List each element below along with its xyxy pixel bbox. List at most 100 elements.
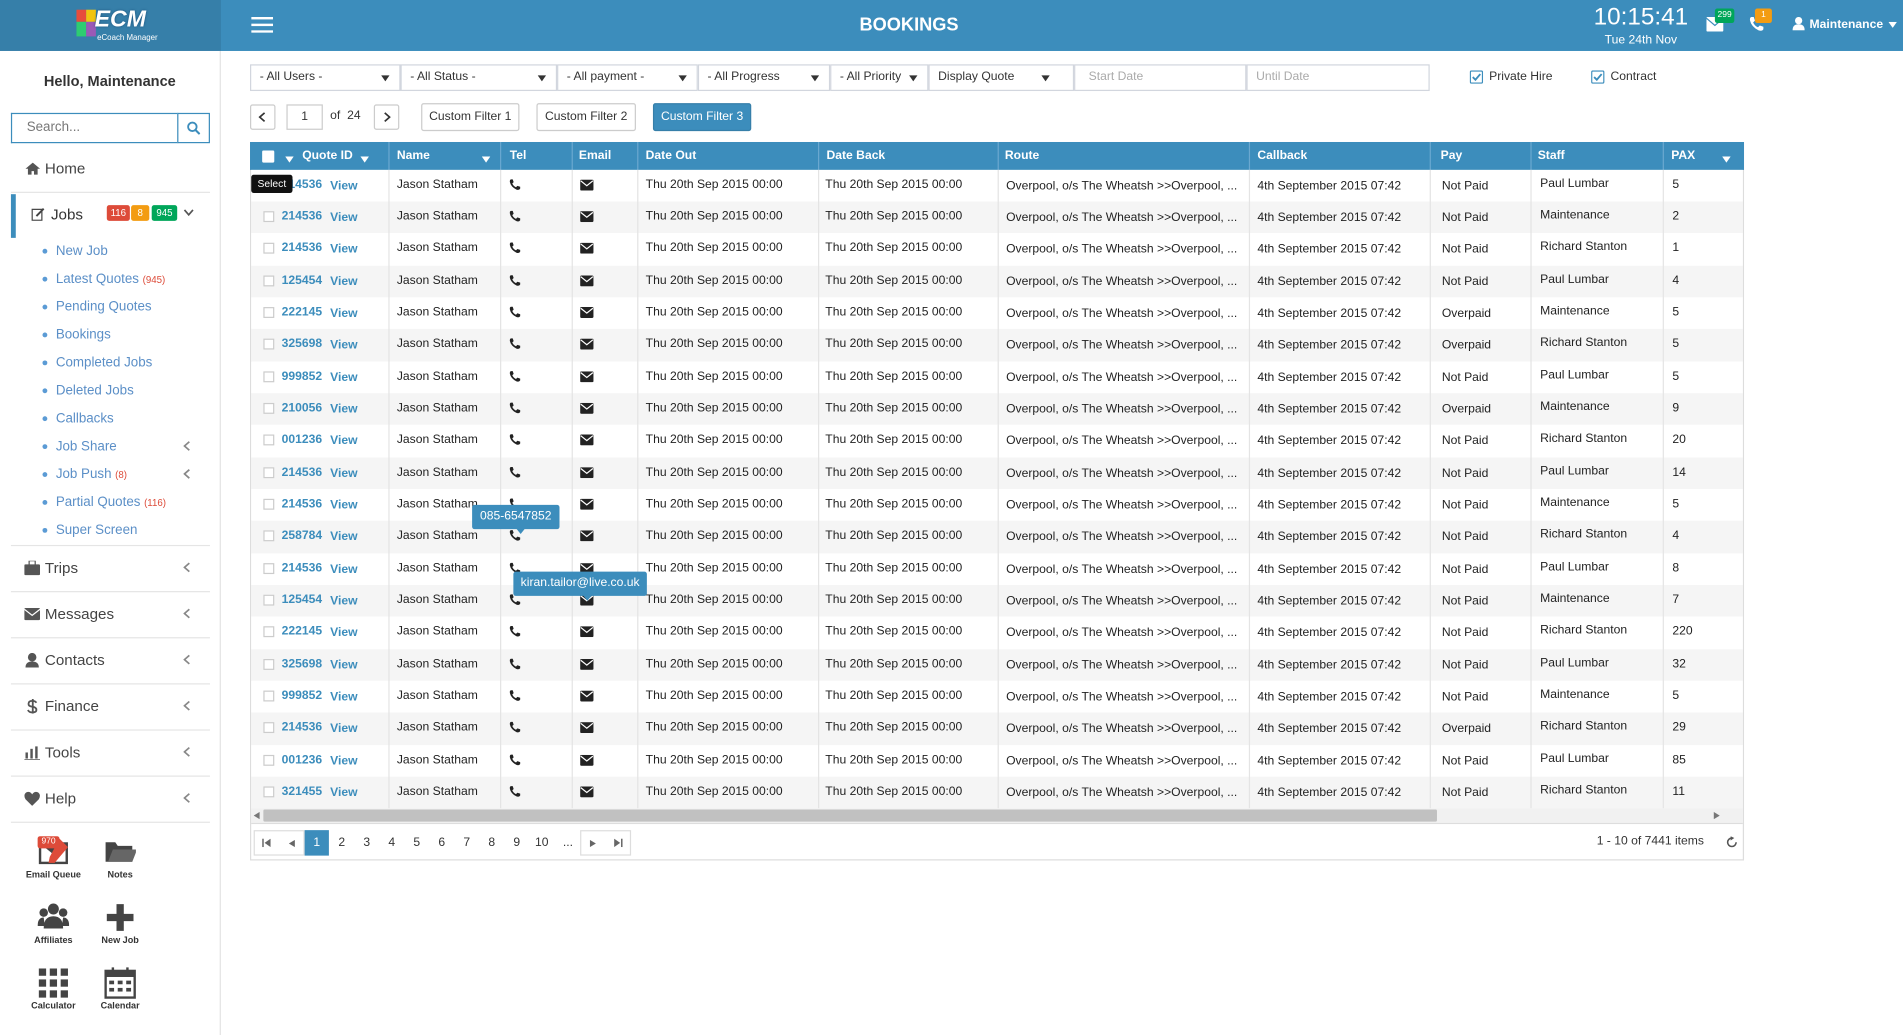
phone-icon[interactable] xyxy=(509,306,521,318)
quote-id[interactable]: 001236 xyxy=(281,433,323,447)
view-link[interactable]: View xyxy=(330,242,358,257)
job-link[interactable]: Deleted Jobs xyxy=(56,381,202,400)
quote-id[interactable]: 321455 xyxy=(281,785,323,799)
view-link[interactable]: View xyxy=(330,722,358,737)
job-link[interactable]: Latest Quotes (945) xyxy=(56,269,202,288)
email-icon[interactable] xyxy=(580,179,594,190)
row-checkbox[interactable] xyxy=(263,562,275,574)
shortcut-label[interactable]: Notes xyxy=(107,868,133,880)
view-link[interactable]: View xyxy=(330,274,358,289)
user-menu[interactable]: Maintenance xyxy=(1809,18,1884,32)
view-link[interactable]: View xyxy=(330,754,358,768)
nav-section[interactable]: Help xyxy=(44,790,77,808)
email-icon[interactable] xyxy=(580,658,594,670)
calls-icon[interactable] xyxy=(1749,16,1764,32)
quote-id[interactable]: 214536 xyxy=(281,465,323,479)
shortcut-label[interactable]: Calendar xyxy=(100,1000,140,1011)
column-header[interactable]: Date Back xyxy=(826,149,886,163)
phone-icon[interactable] xyxy=(509,210,521,222)
phone-icon[interactable] xyxy=(509,242,521,254)
checkbox-label[interactable]: Private Hire xyxy=(1489,70,1553,84)
phone-icon[interactable] xyxy=(509,562,521,574)
quote-id[interactable]: 214536 xyxy=(281,497,323,511)
shortcut-icon[interactable] xyxy=(104,967,136,999)
nav-section[interactable]: Trips xyxy=(44,559,79,577)
email-icon[interactable] xyxy=(580,594,594,606)
job-link[interactable]: Super Screen xyxy=(56,521,202,540)
checkbox[interactable] xyxy=(1591,70,1605,84)
scroll-thumb[interactable] xyxy=(263,809,1437,822)
job-link[interactable]: Bookings xyxy=(56,325,202,344)
custom-filter[interactable]: Custom Filter 3 xyxy=(652,103,752,132)
job-link[interactable]: Job Push (8) xyxy=(56,465,202,484)
filter-select[interactable]: - All Users - xyxy=(250,64,401,92)
shortcut-label[interactable]: New Job xyxy=(101,934,139,946)
until-date[interactable]: Until Date xyxy=(1246,64,1430,92)
row-checkbox[interactable] xyxy=(263,690,275,702)
view-link[interactable]: View xyxy=(330,530,358,545)
phone-icon[interactable] xyxy=(509,402,521,414)
page-number[interactable]: 2 xyxy=(338,836,346,850)
phone-icon[interactable] xyxy=(509,753,521,765)
column-header[interactable]: Date Out xyxy=(645,149,697,163)
email-icon[interactable] xyxy=(580,402,594,414)
quote-id[interactable]: 125454 xyxy=(281,273,323,288)
menu-toggle[interactable] xyxy=(251,16,274,33)
filter-select[interactable]: - All Status - xyxy=(400,64,558,92)
select-all[interactable] xyxy=(262,150,275,163)
quote-id[interactable]: 325698 xyxy=(281,657,323,671)
nav-section[interactable]: Contacts xyxy=(44,651,105,669)
column-header[interactable]: Name xyxy=(396,149,430,163)
view-link[interactable]: View xyxy=(330,626,358,641)
shortcut-label[interactable]: Affiliates xyxy=(34,934,73,946)
custom-filter[interactable]: Custom Filter 2 xyxy=(536,103,636,132)
pager-next-last[interactable] xyxy=(580,830,632,856)
view-link[interactable]: View xyxy=(330,434,358,449)
phone-icon[interactable] xyxy=(509,626,521,638)
shortcut-label[interactable]: Email Queue xyxy=(25,868,81,880)
view-link[interactable]: View xyxy=(330,466,358,481)
view-link[interactable]: View xyxy=(330,210,358,225)
shortcut-icon[interactable] xyxy=(104,836,136,868)
view-link[interactable]: View xyxy=(330,658,358,673)
view-link[interactable]: View xyxy=(330,179,358,193)
row-checkbox[interactable] xyxy=(263,274,275,286)
phone-icon[interactable] xyxy=(509,338,521,350)
column-header[interactable]: Staff xyxy=(1537,149,1565,163)
view-link[interactable]: View xyxy=(330,370,358,385)
email-icon[interactable] xyxy=(580,530,594,542)
page-input[interactable]: 1 xyxy=(286,104,323,130)
job-link[interactable]: Completed Jobs xyxy=(56,353,202,372)
email-icon[interactable] xyxy=(580,242,594,254)
email-icon[interactable] xyxy=(580,498,594,510)
search-button[interactable] xyxy=(177,112,210,144)
quote-id[interactable]: 325698 xyxy=(281,337,323,352)
email-icon[interactable] xyxy=(580,690,594,702)
checkbox[interactable] xyxy=(1469,70,1484,84)
quote-id[interactable]: 999852 xyxy=(281,369,323,384)
job-link[interactable]: Pending Quotes xyxy=(56,297,202,316)
job-link[interactable]: New Job xyxy=(56,242,202,261)
view-link[interactable]: View xyxy=(330,306,358,321)
email-icon[interactable] xyxy=(580,626,594,638)
filter-select[interactable]: Display Quote xyxy=(928,64,1075,92)
shortcut-label[interactable]: Calculator xyxy=(31,1000,76,1011)
email-icon[interactable] xyxy=(580,370,594,382)
row-checkbox[interactable] xyxy=(263,466,275,478)
column-header[interactable]: PAX xyxy=(1671,149,1696,163)
page-number[interactable]: 5 xyxy=(413,836,421,850)
page-number[interactable]: 9 xyxy=(513,836,521,850)
row-checkbox[interactable] xyxy=(263,242,275,254)
page-number[interactable]: 10 xyxy=(535,836,549,850)
column-header[interactable]: Tel xyxy=(509,149,527,163)
quote-id[interactable]: 222145 xyxy=(281,625,323,639)
view-link[interactable]: View xyxy=(330,562,358,577)
nav-section[interactable]: Messages xyxy=(44,605,115,623)
quote-id[interactable]: 210056 xyxy=(281,401,323,415)
custom-filter[interactable]: Custom Filter 1 xyxy=(421,103,520,132)
view-link[interactable]: View xyxy=(330,786,358,800)
email-icon[interactable] xyxy=(580,210,594,222)
quote-id[interactable]: 999852 xyxy=(281,689,323,703)
view-link[interactable]: View xyxy=(330,594,358,609)
page-number[interactable]: 7 xyxy=(463,836,471,850)
